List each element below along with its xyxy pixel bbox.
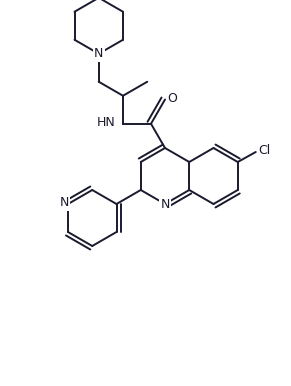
Text: O: O xyxy=(167,92,177,105)
Text: N: N xyxy=(59,196,69,210)
Text: Cl: Cl xyxy=(259,144,271,157)
Text: HN: HN xyxy=(96,116,115,129)
Text: N: N xyxy=(94,47,103,60)
Text: N: N xyxy=(160,198,170,210)
